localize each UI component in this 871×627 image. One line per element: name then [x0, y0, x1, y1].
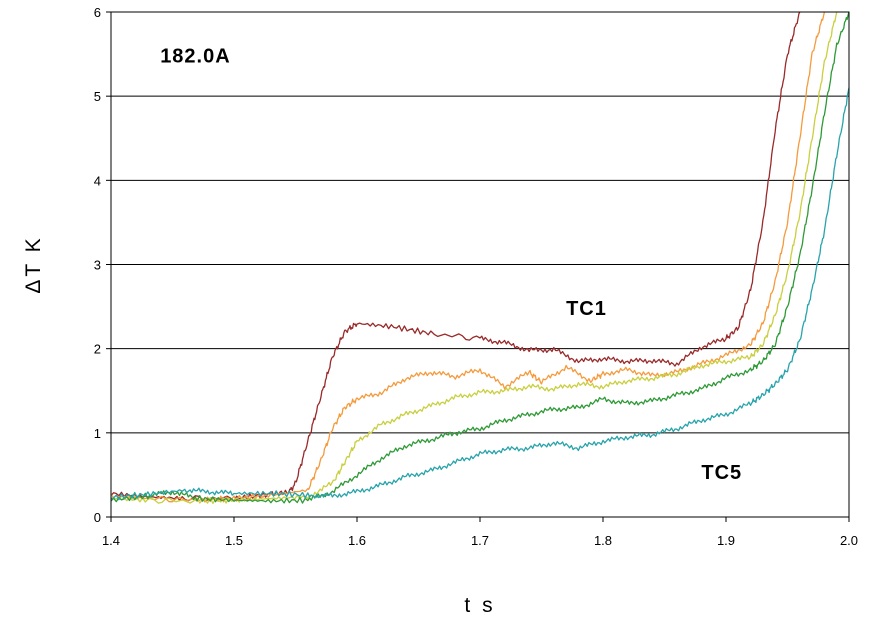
x-tick-label-1: 1.5 [225, 533, 243, 548]
gridlines [111, 95, 849, 434]
annotations: 182.0A TC1 TC5 [160, 46, 742, 485]
x-tick-label-6: 2.0 [840, 533, 858, 548]
series-line-0 [110, 11, 801, 502]
annotation-0: 182.0A [160, 46, 231, 68]
x-tick-label-3: 1.7 [471, 533, 489, 548]
y-tick-label-4: 4 [94, 173, 101, 188]
x-axis-title: t s [464, 594, 495, 617]
annotation-1: TC1 [566, 298, 607, 320]
y-axis-ticks: 0 1 2 3 4 5 6 [94, 5, 111, 525]
x-tick-label-2: 1.6 [348, 533, 366, 548]
x-axis-ticks: 1.4 1.5 1.6 1.7 1.8 1.9 2.0 [102, 517, 858, 548]
annotation-2: TC5 [701, 462, 742, 484]
y-tick-label-2: 2 [94, 342, 101, 357]
x-tick-label-4: 1.8 [594, 533, 612, 548]
series-group [110, 11, 850, 505]
x-tick-label-0: 1.4 [102, 533, 120, 548]
y-tick-label-6: 6 [94, 5, 101, 20]
series-line-1 [110, 11, 826, 503]
x-tick-label-5: 1.9 [717, 533, 735, 548]
series-line-4 [110, 87, 850, 501]
y-tick-label-1: 1 [94, 426, 101, 441]
y-tick-label-0: 0 [94, 510, 101, 525]
y-axis-title: ΔT K [22, 235, 45, 293]
y-tick-label-3: 3 [94, 258, 101, 273]
y-tick-label-5: 5 [94, 89, 101, 104]
series-line-3 [110, 11, 850, 504]
